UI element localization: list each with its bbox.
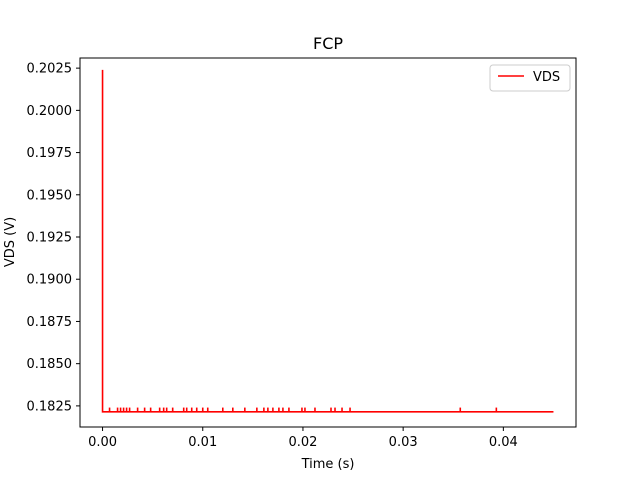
y-tick-label: 0.2000 <box>27 104 73 119</box>
x-tick-label: 0.00 <box>88 435 117 450</box>
x-tick-label: 0.01 <box>188 435 217 450</box>
series-line-vds <box>101 69 554 413</box>
x-tick-label: 0.02 <box>288 435 317 450</box>
y-tick-label: 0.1900 <box>27 273 73 288</box>
y-axis: 0.1825 0.1850 0.1875 0.1900 0.1925 0.1950 0.19… <box>27 62 80 414</box>
chart-title: FCP <box>313 34 343 53</box>
y-tick-label: 0.1925 <box>27 231 73 246</box>
y-tick-label: 0.2025 <box>27 62 73 77</box>
y-tick-label: 0.1875 <box>27 315 73 330</box>
x-tick-label: 0.04 <box>489 435 518 450</box>
axes-frame <box>79 57 577 428</box>
legend-label-vds: VDS <box>533 70 560 85</box>
plot-area <box>101 69 554 413</box>
y-tick-label: 0.1950 <box>27 188 73 203</box>
y-tick-label: 0.1850 <box>27 357 73 372</box>
y-tick-label: 0.1975 <box>27 146 73 161</box>
legend: VDS <box>489 64 571 92</box>
y-tick-label: 0.1825 <box>27 399 73 414</box>
y-axis-label: VDS (V) <box>3 217 18 267</box>
x-axis: 0.00 0.01 0.02 0.03 0.04 <box>88 427 518 450</box>
x-axis-label: Time (s) <box>301 457 355 472</box>
legend-box <box>489 64 571 92</box>
x-tick-label: 0.03 <box>389 435 418 450</box>
